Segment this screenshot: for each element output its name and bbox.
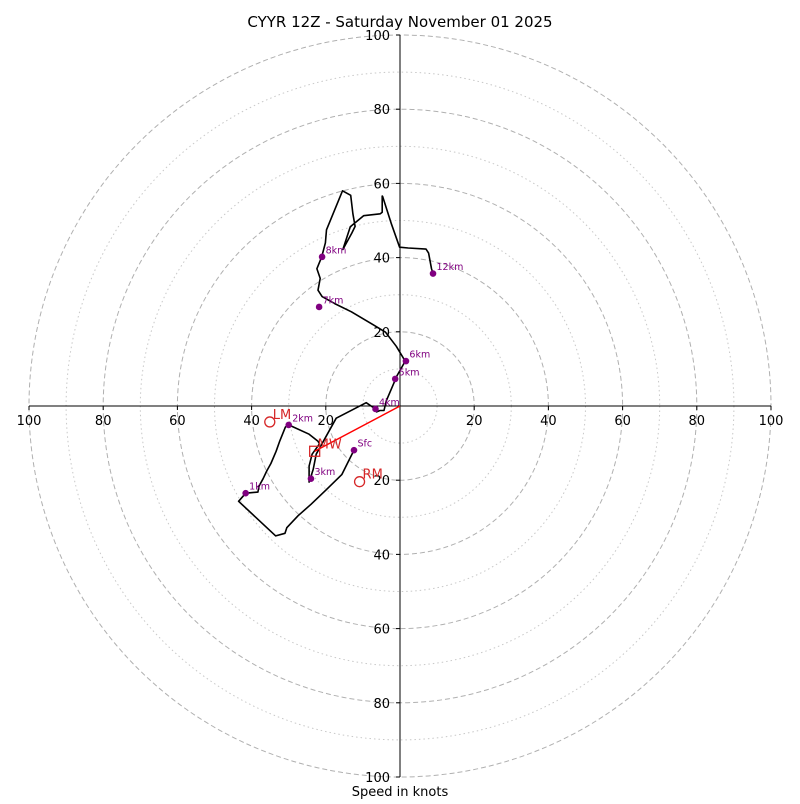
hodograph-trace — [237, 190, 434, 537]
height-marker-dot — [318, 253, 326, 261]
y-tick-label: 80 — [373, 103, 390, 118]
lm-circle-marker — [264, 416, 276, 428]
height-marker: 4km — [372, 397, 400, 413]
height-marker-label: Sfc — [357, 439, 372, 450]
x-tick-label: 100 — [759, 414, 784, 429]
height-marker-dot — [429, 270, 437, 277]
x-tick-label: 20 — [466, 414, 483, 429]
height-marker: 8km — [318, 245, 347, 261]
height-marker: Sfc — [350, 439, 372, 454]
height-marker: 5km — [391, 367, 420, 383]
x-axis-label: Speed in knots — [352, 785, 449, 800]
height-marker-dot — [242, 489, 249, 497]
height-marker-label: 3km — [314, 467, 335, 478]
x-tick-label: 40 — [243, 414, 260, 429]
height-marker-label: 1km — [249, 482, 270, 493]
height-marker-label: 4km — [379, 397, 400, 408]
height-marker-label: 12km — [437, 262, 464, 273]
height-marker: 12km — [429, 262, 464, 277]
mean-wind-square-marker — [309, 445, 321, 457]
y-tick-label: 80 — [373, 697, 390, 712]
y-tick-label: 20 — [373, 326, 390, 341]
height-marker-dot — [285, 421, 293, 429]
height-marker-label: 8km — [326, 245, 347, 256]
height-marker-dot — [307, 475, 315, 483]
storm-motion-label: MW — [318, 437, 342, 452]
y-tick-label: 40 — [373, 548, 390, 563]
height-marker-dot — [402, 357, 410, 365]
shear-vector-layer — [314, 405, 401, 452]
x-tick-label: 100 — [17, 414, 42, 429]
y-tick-label: 60 — [373, 623, 390, 638]
storm-motion-mw: MW — [309, 437, 342, 457]
height-marker-label: 6km — [409, 350, 430, 361]
x-tick-label: 60 — [614, 414, 631, 429]
y-tick-label: 60 — [373, 177, 390, 192]
storm-motion-rm: RM — [353, 468, 383, 488]
height-marker-dot — [315, 303, 323, 311]
storm-motion-label: LM — [273, 408, 291, 423]
height-markers: Sfc 1km 2km 3km 4km 5km 6km 7km 8km 12km — [242, 245, 464, 497]
height-marker-label: 2km — [292, 413, 313, 424]
tick-labels: 100 80 60 40 20 20 40 60 80 100 100 80 60 40 20 20 40 60 8… — [17, 29, 784, 786]
storm-motion-lm: LM — [264, 408, 291, 428]
height-marker-label: 7km — [323, 295, 344, 306]
y-tick-label: 20 — [373, 474, 390, 489]
height-marker: 7km — [315, 295, 344, 311]
x-tick-label: 60 — [169, 414, 186, 429]
y-tick-label: 100 — [365, 771, 390, 786]
height-marker: 2km — [285, 413, 313, 429]
height-marker-label: 5km — [399, 367, 420, 378]
y-tick-label: 40 — [373, 252, 390, 267]
shear-vector — [314, 405, 401, 452]
height-marker: 1km — [242, 482, 270, 497]
x-tick-label: 80 — [689, 414, 706, 429]
storm-motion-label: RM — [363, 468, 383, 483]
height-marker-dot — [372, 405, 379, 413]
height-marker: 6km — [402, 350, 430, 365]
height-marker-dot — [391, 375, 399, 383]
rm-circle-marker — [353, 476, 366, 488]
height-marker-dot — [350, 446, 358, 454]
chart-title: CYYR 12Z - Saturday November 01 2025 — [247, 13, 552, 31]
y-tick-label: 100 — [365, 29, 390, 44]
x-tick-label: 40 — [540, 414, 557, 429]
height-marker: 3km — [307, 467, 335, 483]
storm-motion-markers: LM MW RM — [264, 408, 383, 488]
x-tick-label: 20 — [318, 414, 335, 429]
x-tick-label: 80 — [95, 414, 112, 429]
hodograph-trace-layer — [237, 190, 434, 537]
